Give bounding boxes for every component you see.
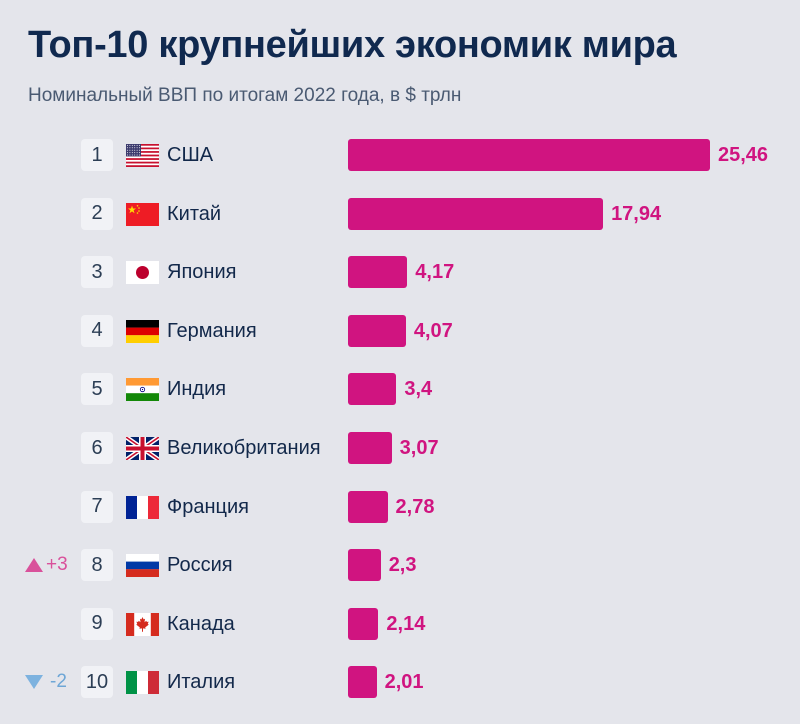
uk-flag-icon [126,437,159,460]
country-label: Великобритания [167,437,321,459]
chart-row: +3 8 Россия 2,3 [0,545,800,585]
value-label: 4,17 [415,261,455,284]
us-flag-icon [126,144,159,167]
country-label: Германия [167,319,257,342]
country-label: Россия [167,554,233,577]
bar [348,197,604,230]
bar [348,373,397,406]
chart-subtitle: Номинальный ВВП по итогам 2022 года, в $… [28,85,462,106]
country-label: Италия [167,671,236,694]
rank-badge: 4 [81,314,113,347]
chart-row: 3 Япония 4,17 [0,252,800,292]
country-label: Индия [167,378,227,401]
canada-flag-icon [126,612,159,636]
france-flag-icon [126,495,159,519]
bar [348,490,388,523]
china-flag-icon [126,202,159,226]
italy-flag-icon [126,671,159,695]
bar [348,139,710,171]
value-label: 2,78 [395,495,435,518]
rank-change-label: -2 [50,671,67,693]
bar [348,607,379,640]
russia-flag-icon [126,554,159,578]
rank-badge: 7 [81,490,113,523]
rank-badge: 1 [81,139,113,171]
rank-badge: 6 [81,432,113,464]
rank-badge: 9 [81,607,113,640]
rank-change-up: +3 [25,545,77,585]
value-label: 2,01 [384,671,424,694]
rank-badge: 2 [81,197,113,230]
bar [348,666,377,699]
value-label: 2,3 [388,554,417,577]
chart-row: 9 Канада 2,14 [0,604,800,644]
value-label: 4,07 [413,319,453,342]
country-label: Канада [167,612,235,635]
rank-badge: 3 [81,256,113,289]
rank-badge: 8 [81,549,113,582]
japan-flag-icon [126,261,159,285]
bar [348,314,406,347]
bar [348,432,392,464]
value-label: 2,14 [386,612,426,635]
chart-row: 6 Великобритания 3,07 [0,428,800,468]
bar [348,256,408,289]
chart-row: 7 Франция 2,78 [0,487,800,527]
chart-row: 1 США 25,46 [0,135,800,175]
bar [348,549,381,582]
chart-row: 4 Германия 4,07 [0,311,800,351]
country-label: США [167,144,214,166]
value-label: 3,4 [404,378,433,401]
rank-badge: 5 [81,373,113,406]
country-label: Китай [167,202,222,225]
value-label: 3,07 [399,437,439,459]
value-label: 17,94 [611,202,662,225]
chart-row: -2 10 Италия 2,01 [0,662,800,702]
chart-title: Топ-10 крупнейших экономик мира [28,24,677,66]
rank-change-label: +3 [46,554,68,576]
chart-row: 5 Индия 3,4 [0,369,800,409]
triangle-up-icon [25,558,43,573]
chart-row: 2 Китай 17,94 [0,194,800,234]
country-label: Франция [167,495,249,518]
rank-badge: 10 [81,666,113,699]
triangle-down-icon [25,675,43,690]
rank-change-down: -2 [25,662,77,702]
germany-flag-icon [126,319,159,343]
india-flag-icon [126,378,159,402]
country-label: Япония [167,261,237,284]
value-label: 25,46 [718,144,769,166]
